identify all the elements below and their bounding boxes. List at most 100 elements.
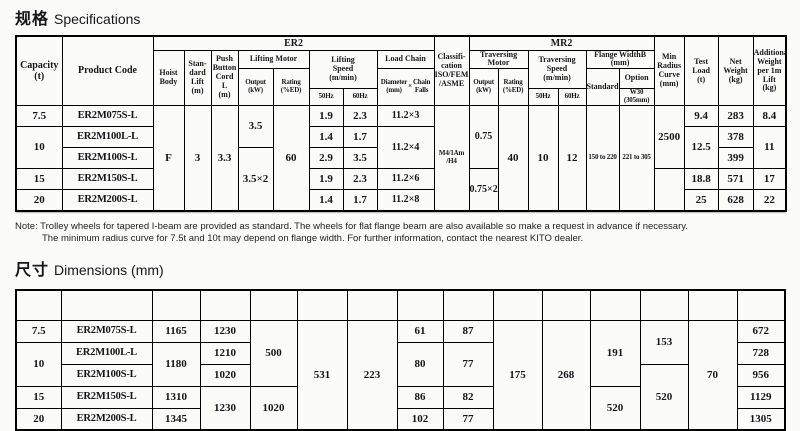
- cell-product-code: ER2M150S-L: [60, 385, 153, 409]
- note-line2: The minimum radius curve for 7.5t and 10…: [42, 232, 584, 244]
- cell-traversing-output: 0.75×2: [468, 168, 499, 212]
- dims-header-blank: [151, 289, 201, 321]
- cell-lifting-output: 3.5×2: [237, 147, 274, 212]
- header-load-chain: Load Chain: [376, 49, 435, 70]
- header-additional-weight: Additional Weight per 1m Lift (kg): [752, 35, 787, 107]
- dims-header-blank: [15, 289, 62, 321]
- header-traversing-60hz: 60Hz: [557, 88, 587, 107]
- header-standard-lift: Stan- dard Lift (m): [183, 49, 212, 107]
- dims-header-blank: [442, 289, 494, 321]
- header-product-code: Product Code: [61, 35, 154, 107]
- cell-net-weight: 628: [717, 189, 754, 212]
- cell-capacity: 10: [15, 126, 63, 170]
- cell-dim-j: 191: [589, 319, 641, 387]
- cell-dim-f: 86: [396, 385, 444, 409]
- cell-dim-m: 1129: [736, 385, 786, 409]
- cell-net-weight: 399: [717, 147, 754, 170]
- cell-lifting-50hz: 1.4: [308, 126, 344, 149]
- dims-header-blank: [249, 289, 298, 321]
- cell-capacity: 7.5: [15, 105, 63, 128]
- header-group-mr2: MR2: [468, 35, 655, 51]
- cell-test-load: 9.4: [683, 105, 719, 128]
- dims-row: ER2M100S-L 1020 520 956: [16, 363, 786, 431]
- header-lifting-output: Output (kW): [237, 68, 274, 107]
- cell-lifting-output: 3.5: [237, 105, 274, 149]
- spec-row: 15 ER2M150S-L 1.9 2.3 11.2×6 0.75×2 18.8…: [15, 168, 787, 212]
- dims-header-blank: [60, 289, 153, 321]
- cell-load-chain: 11.2×8: [376, 189, 435, 212]
- header-capacity: Capacity (t): [15, 35, 63, 107]
- cell-dim-a: 1180: [151, 341, 201, 387]
- cell-dim-g: 82: [442, 385, 494, 409]
- cell-dim-f: 61: [396, 319, 444, 343]
- dims-header-blank: [396, 289, 444, 321]
- header-group-er2: ER2: [152, 35, 435, 51]
- cell-net-weight: 571: [717, 168, 754, 191]
- cell-lifting-60hz: 2.3: [342, 168, 378, 191]
- header-lifting-60hz: 60Hz: [342, 88, 378, 107]
- cell-net-weight: 378: [717, 126, 754, 149]
- cell-capacity: 7.5: [15, 319, 62, 343]
- cell-dim-m: 956: [736, 363, 786, 387]
- dims-header-blank: [589, 289, 641, 321]
- cell-dim-b: 1230: [199, 319, 251, 343]
- cell-product-code: ER2M200S-L: [61, 189, 154, 212]
- cell-lifting-50hz: 1.9: [308, 105, 344, 128]
- cell-dim-k: 153: [639, 319, 689, 365]
- dims-section-title: 尺寸 Dimensions (mm): [15, 256, 785, 280]
- dims-header-row: [15, 289, 786, 321]
- cell-lifting-50hz: 1.9: [308, 168, 344, 191]
- cell-load-chain: 11.2×4: [376, 126, 435, 170]
- cell-lifting-rating: 60: [272, 105, 310, 212]
- cell-additional-weight: 11: [752, 126, 787, 170]
- cell-dim-b: 1020: [199, 363, 251, 387]
- dims-header-blank: [736, 289, 786, 321]
- header-chain-x: ×: [408, 82, 412, 91]
- cell-capacity: 20: [15, 407, 62, 431]
- cell-test-load: 18.8: [683, 168, 719, 191]
- cell-lifting-50hz: 1.4: [308, 189, 344, 212]
- cell-dim-d: 531: [296, 319, 348, 431]
- header-hoist-body: Hoist Body: [152, 49, 185, 107]
- dims-header-blank: [492, 289, 543, 321]
- cell-dim-b: 1210: [199, 341, 251, 365]
- cell-capacity: 15: [15, 168, 63, 191]
- cell-product-code: ER2M100L-L: [60, 341, 153, 365]
- cell-traversing-output: 0.75: [468, 105, 499, 170]
- cell-dim-c: 1020: [249, 385, 298, 431]
- cell-capacity: 10: [15, 341, 62, 387]
- header-chain-diameter: Diameter (mm): [380, 78, 408, 95]
- cell-capacity: 15: [15, 385, 62, 409]
- cell-dim-b: 1230: [199, 385, 251, 431]
- header-traversing-rating: Rating (%ED): [497, 68, 529, 107]
- cell-dim-e: 223: [346, 319, 398, 431]
- cell-traversing-60hz: 12: [557, 105, 587, 212]
- spec-section-title: 规格 Specifications: [15, 0, 785, 29]
- cell-dim-f: 80: [396, 341, 444, 387]
- header-chain-diameter-falls: Diameter (mm) × Chain Falls: [376, 68, 435, 107]
- header-push-button-cord: Push Button Cord L (m): [210, 49, 239, 107]
- cell-min-radius: 2500: [653, 105, 685, 170]
- cell-product-code: ER2M075S-L: [61, 105, 154, 128]
- cell-dim-a: 1345: [151, 407, 201, 431]
- cell-min-radius-blank: [653, 168, 685, 212]
- dimensions-table: 7.5 ER2M075S-L 1165 1230 500 531 223 61 …: [15, 289, 786, 431]
- cell-product-code: ER2M100S-L: [60, 363, 153, 387]
- cell-dim-i: 268: [541, 319, 591, 431]
- header-flange-option: Option: [618, 68, 655, 90]
- cell-traversing-rating: 40: [497, 105, 529, 212]
- cell-lifting-60hz: 3.5: [342, 147, 378, 170]
- cell-load-chain: 11.2×3: [376, 105, 435, 128]
- dims-header-blank: [346, 289, 398, 321]
- header-flange-w30: W30 (305mm): [618, 88, 655, 107]
- dims-title-zh: 尺寸: [15, 260, 50, 280]
- cell-dim-g: 77: [442, 341, 494, 387]
- cell-product-code: ER2M100S-L: [61, 147, 154, 170]
- cell-dim-k: 520: [639, 363, 689, 431]
- cell-dim-a: 1165: [151, 319, 201, 343]
- header-flange-width: Flange WidthB (mm): [585, 49, 655, 70]
- cell-dim-l: 70: [687, 319, 738, 431]
- cell-dim-m: 728: [736, 341, 786, 365]
- header-test-load: Test Load (t): [683, 35, 719, 107]
